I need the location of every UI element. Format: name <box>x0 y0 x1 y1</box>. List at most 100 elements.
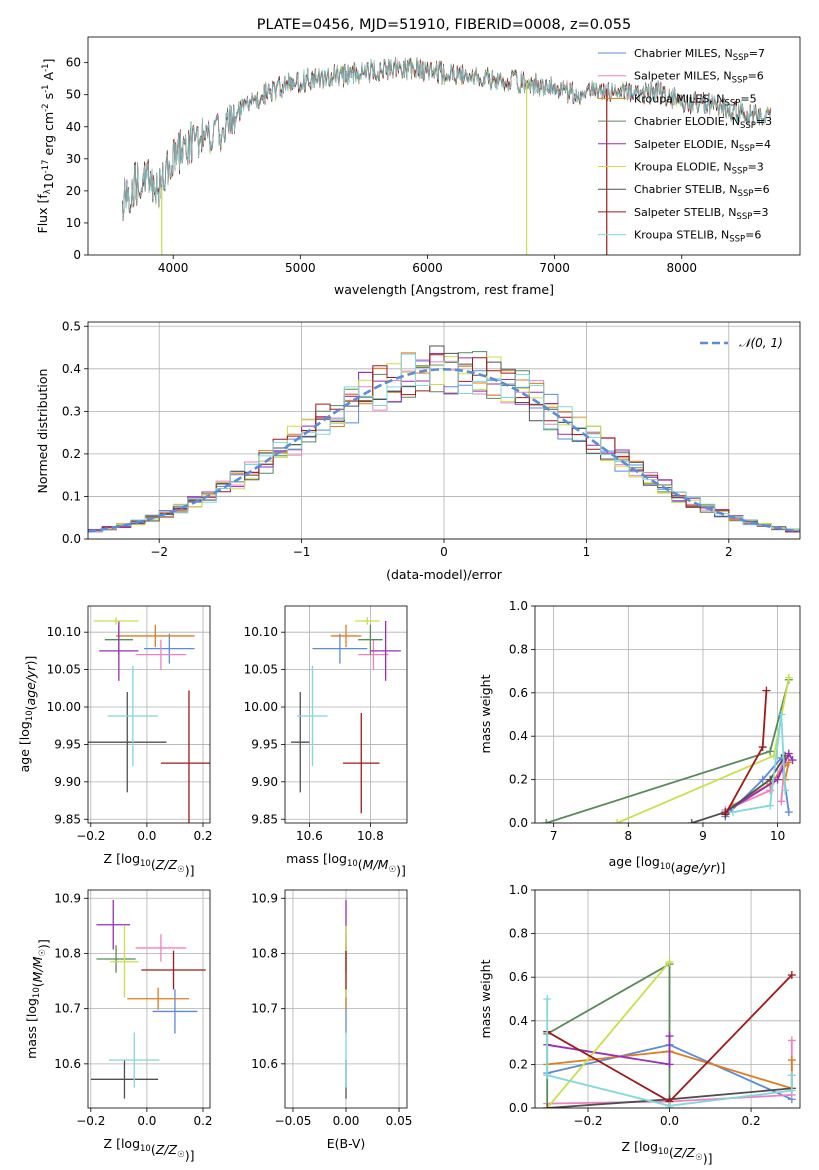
y-tick-label: 10.00 <box>244 700 278 714</box>
x-tick-label: 6000 <box>412 261 443 275</box>
y-tick-label: 30 <box>66 152 81 166</box>
data-point <box>342 713 380 814</box>
y-tick-label: 10 <box>66 216 81 230</box>
weight-marker <box>543 1071 552 1080</box>
y-tick-label: 10.05 <box>244 663 278 677</box>
weight-marker <box>784 808 793 817</box>
x-axis-label: (data-model)/error <box>386 567 503 582</box>
y-tick-label: 10.7 <box>54 1002 81 1016</box>
y-tick-label: 9.90 <box>54 775 81 789</box>
y-axis-label: mass weight <box>478 674 493 753</box>
x-axis-label: mass [log10(M/M☉)] <box>286 851 406 878</box>
weight-marker <box>773 775 782 784</box>
weight-series-kroupa-stelib <box>728 710 790 817</box>
data-point <box>330 624 362 648</box>
y-tick-label: 0.3 <box>62 404 81 418</box>
weight-marker <box>728 808 737 817</box>
legend-entry: Salpeter MILES, NSSP=6 <box>634 70 764 86</box>
x-tick-label: 10.8 <box>357 829 384 843</box>
x-tick-label: 0.2 <box>193 1114 212 1128</box>
x-tick-label: 4000 <box>158 261 189 275</box>
x-tick-label: 10 <box>770 829 785 843</box>
weight-line <box>547 1036 671 1066</box>
data-point <box>152 989 198 1034</box>
data-point <box>370 620 401 681</box>
x-tick-label: −2 <box>150 545 168 559</box>
legend-entry: Kroupa STELIB, NSSP=6 <box>634 229 761 245</box>
x-tick-label: 0.0 <box>137 1114 156 1128</box>
weight_vs_Z-axes: −0.2 0.0 0.2 0.0 0.2 0.4 0.6 0.8 1.0 <box>509 883 801 1128</box>
y-tick-label: 0.4 <box>509 1014 528 1028</box>
x-axis-label: E(B-V) <box>327 1136 366 1151</box>
y-tick-label: 60 <box>66 56 81 70</box>
y-tick-label: 9.85 <box>54 812 81 826</box>
histogram-chabrier-stelib <box>88 345 800 533</box>
data-point <box>160 690 210 823</box>
x-tick-label: 9 <box>699 829 707 843</box>
data-point <box>312 633 368 664</box>
y-tick-label: 0.8 <box>509 927 528 941</box>
data-point <box>297 665 328 767</box>
weight-marker <box>787 1071 796 1080</box>
weight-marker <box>766 747 775 756</box>
x-tick-label: −1 <box>293 545 311 559</box>
weight-marker <box>687 819 696 823</box>
y-tick-label: 0.5 <box>62 319 81 333</box>
y-tick-label: 10.10 <box>244 625 278 639</box>
y-tick-label: 1.0 <box>509 599 528 613</box>
axes-frame <box>284 605 408 824</box>
x-tick-label: 5000 <box>285 261 316 275</box>
weight_vs_age-axes: 7 8 9 10 0.0 0.2 0.4 0.6 0.8 1.0 <box>509 599 801 843</box>
histogram-kroupa-stelib <box>88 353 800 532</box>
y-tick-label: 10.6 <box>251 1057 278 1071</box>
y-tick-label: 10.6 <box>54 1057 81 1071</box>
x-axis-label: Z [log10(Z/Z☉)] <box>104 1136 195 1163</box>
y-tick-label: 10.00 <box>47 700 81 714</box>
axes-frame <box>87 889 211 1109</box>
data-point <box>135 934 187 962</box>
x-axis-label: Z [log10(Z/Z☉)] <box>104 851 195 878</box>
spectrum-axes: 4000 5000 6000 7000 8000 0 10 20 30 40 50 60 <box>66 36 801 275</box>
residuals-plot-area <box>88 345 800 533</box>
x-tick-label: −0.2 <box>573 1114 602 1128</box>
y-tick-label: 40 <box>66 120 81 134</box>
weight-series-kroupa-elodie <box>543 957 674 1108</box>
data-point <box>358 624 383 655</box>
weight_vs_age-plot-area <box>542 673 797 823</box>
weight-marker <box>781 751 790 760</box>
x-tick-label: 0 <box>440 545 448 559</box>
y-axis-label: Normed distribution <box>35 369 50 494</box>
weight-marker <box>758 743 767 752</box>
x-tick-label: 2 <box>725 545 733 559</box>
x-tick-label: 7 <box>550 829 558 843</box>
data-point <box>96 945 136 973</box>
y-tick-label: 9.85 <box>251 812 278 826</box>
data-point <box>358 639 389 670</box>
y-tick-label: 0.4 <box>509 729 528 743</box>
weight-line <box>546 961 671 1108</box>
data-point <box>355 617 380 625</box>
x-tick-label: 1 <box>583 545 591 559</box>
y-tick-label: 9.95 <box>54 737 81 751</box>
spectrum-plot-area <box>121 57 772 255</box>
legend-entry: Chabrier MILES, NSSP=7 <box>634 47 765 63</box>
legend-entry: Chabrier ELODIE, NSSP=3 <box>634 115 772 131</box>
data-point <box>93 617 139 625</box>
weight-marker <box>784 673 793 682</box>
y-tick-label: 10.10 <box>47 625 81 639</box>
weight-marker <box>721 810 730 819</box>
axes-frame <box>87 605 211 824</box>
x-tick-label: 0.2 <box>193 829 212 843</box>
x-tick-label: −0.2 <box>76 1114 105 1128</box>
mass_vs_Z-axes: −0.2 0.0 0.2 10.6 10.7 10.8 10.9 <box>54 889 213 1128</box>
y-tick-label: 10.8 <box>251 946 278 960</box>
weight-marker <box>787 1056 796 1065</box>
y-tick-label: 0.6 <box>509 686 528 700</box>
weight-line <box>732 714 786 813</box>
y-tick-label: 10.9 <box>54 891 81 905</box>
weight-marker <box>777 797 786 806</box>
x-tick-label: 0.2 <box>742 1114 761 1128</box>
weight-line <box>725 757 786 811</box>
weight-marker <box>787 971 796 980</box>
